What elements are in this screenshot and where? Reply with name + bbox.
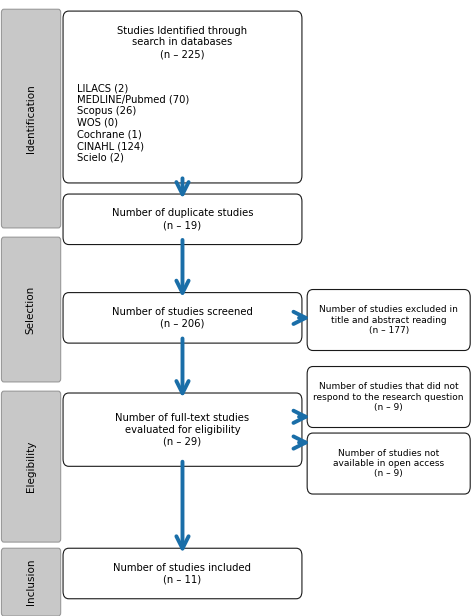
FancyBboxPatch shape xyxy=(1,391,61,542)
Text: Elegibility: Elegibility xyxy=(26,441,36,492)
FancyBboxPatch shape xyxy=(63,293,302,343)
Text: Identification: Identification xyxy=(26,84,36,153)
Text: LILACS (2)
MEDLINE/Pubmed (70)
Scopus (26)
WOS (0)
Cochrane (1)
CINAHL (124)
Sci: LILACS (2) MEDLINE/Pubmed (70) Scopus (2… xyxy=(77,83,190,163)
Text: Number of studies not
available in open access
(n – 9): Number of studies not available in open … xyxy=(333,448,444,479)
FancyBboxPatch shape xyxy=(307,433,470,494)
FancyBboxPatch shape xyxy=(63,548,302,599)
FancyBboxPatch shape xyxy=(63,194,302,245)
Text: Number of full-text studies
evaluated for eligibility
(n – 29): Number of full-text studies evaluated fo… xyxy=(116,413,249,446)
FancyBboxPatch shape xyxy=(63,393,302,466)
FancyBboxPatch shape xyxy=(1,548,61,616)
Text: Number of studies screened
(n – 206): Number of studies screened (n – 206) xyxy=(112,307,253,329)
Text: Selection: Selection xyxy=(26,285,36,334)
FancyBboxPatch shape xyxy=(307,290,470,351)
FancyBboxPatch shape xyxy=(1,9,61,228)
FancyBboxPatch shape xyxy=(1,237,61,382)
FancyBboxPatch shape xyxy=(307,367,470,428)
Text: Inclusion: Inclusion xyxy=(26,559,36,606)
Text: Number of duplicate studies
(n – 19): Number of duplicate studies (n – 19) xyxy=(112,208,253,230)
Text: Studies Identified through
search in databases
(n – 225): Studies Identified through search in dat… xyxy=(118,26,247,59)
Text: Number of studies that did not
respond to the research question
(n – 9): Number of studies that did not respond t… xyxy=(313,382,464,412)
FancyBboxPatch shape xyxy=(63,11,302,183)
Text: Number of studies included
(n – 11): Number of studies included (n – 11) xyxy=(113,562,252,585)
Text: Number of studies excluded in
title and abstract reading
(n – 177): Number of studies excluded in title and … xyxy=(319,305,458,335)
